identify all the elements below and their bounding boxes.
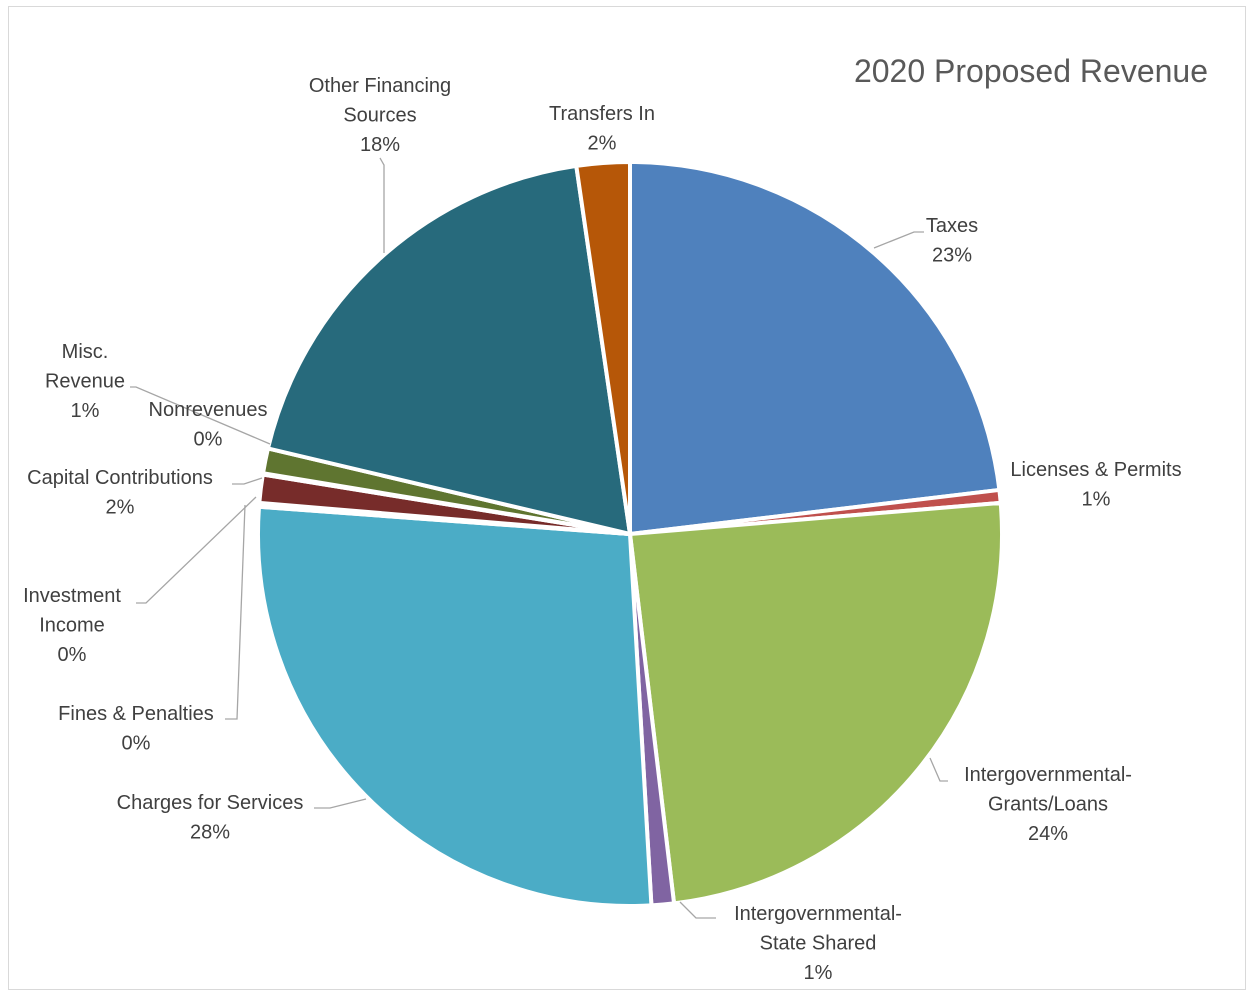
data-label-line: 1% [804,962,833,984]
leader-line [136,496,257,604]
leader-line [225,504,246,720]
leader-line [873,231,924,249]
data-label-line: Grants/Loans [988,794,1108,816]
data-label-line: Investment [23,585,121,607]
data-label-line: Fines & Penalties [58,703,214,725]
data-label-line: 23% [932,245,972,267]
data-label-line: 28% [190,822,230,844]
data-label-line: Capital Contributions [27,467,213,489]
data-label-line: Transfers In [549,103,655,125]
data-label-line: Other Financing [309,75,451,97]
data-label: Other Financing Sources 18% [309,75,451,156]
data-label-line: 1% [71,400,100,422]
data-label-line: 0% [194,429,223,451]
data-label: Taxes 23% [926,215,978,267]
data-label-line: Nonrevenues [149,399,268,421]
data-label: Licenses & Permits 1% [1010,459,1181,511]
leader-line [130,386,271,445]
data-label-line: 2% [106,497,135,519]
data-label-line: Revenue [45,371,125,393]
data-label: Capital Contributions 2% [27,467,213,519]
data-label-line: Sources [343,105,416,127]
data-label-line: Licenses & Permits [1010,459,1181,481]
chart-title: 2020 Proposed Revenue [854,53,1208,89]
data-label-line: Intergovernmental- [734,903,902,925]
data-label-line: 24% [1028,823,1068,845]
data-label-line: Taxes [926,215,978,237]
leader-line [232,477,263,485]
data-label: Investment Income 0% [23,585,121,666]
data-label-line: 18% [360,134,400,156]
data-label: Intergovernmental- Grants/Loans 24% [964,764,1132,845]
data-label: Transfers In 2% [549,103,655,155]
data-label-line: Misc. [62,341,109,363]
leader-line [929,757,948,782]
data-label-line: Income [39,615,105,637]
data-label-line: 0% [58,644,87,666]
data-label: Charges for Services 28% [117,792,304,844]
data-label-line: Intergovernmental- [964,764,1132,786]
data-label: Nonrevenues 0% [149,399,268,451]
data-label: Misc. Revenue 1% [45,341,125,422]
data-label-line: Charges for Services [117,792,304,814]
pie-slice-charges-for-services [256,504,654,908]
data-label-line: 0% [122,733,151,755]
data-label: Intergovernmental- State Shared 1% [734,903,902,984]
data-label-line: State Shared [760,933,877,955]
pie-slice-intergovernmental-grants-loans [628,500,1005,906]
pie-slice-other-financing-sources [265,163,632,536]
leader-line [679,901,716,919]
data-label-line: 1% [1082,489,1111,511]
leader-line [314,798,367,809]
leader-line [379,157,385,253]
pie-slice-taxes [628,160,1002,536]
data-label-line: 2% [588,133,617,155]
data-label: Fines & Penalties 0% [58,703,214,755]
pie-slice-transfers-in [574,160,632,536]
